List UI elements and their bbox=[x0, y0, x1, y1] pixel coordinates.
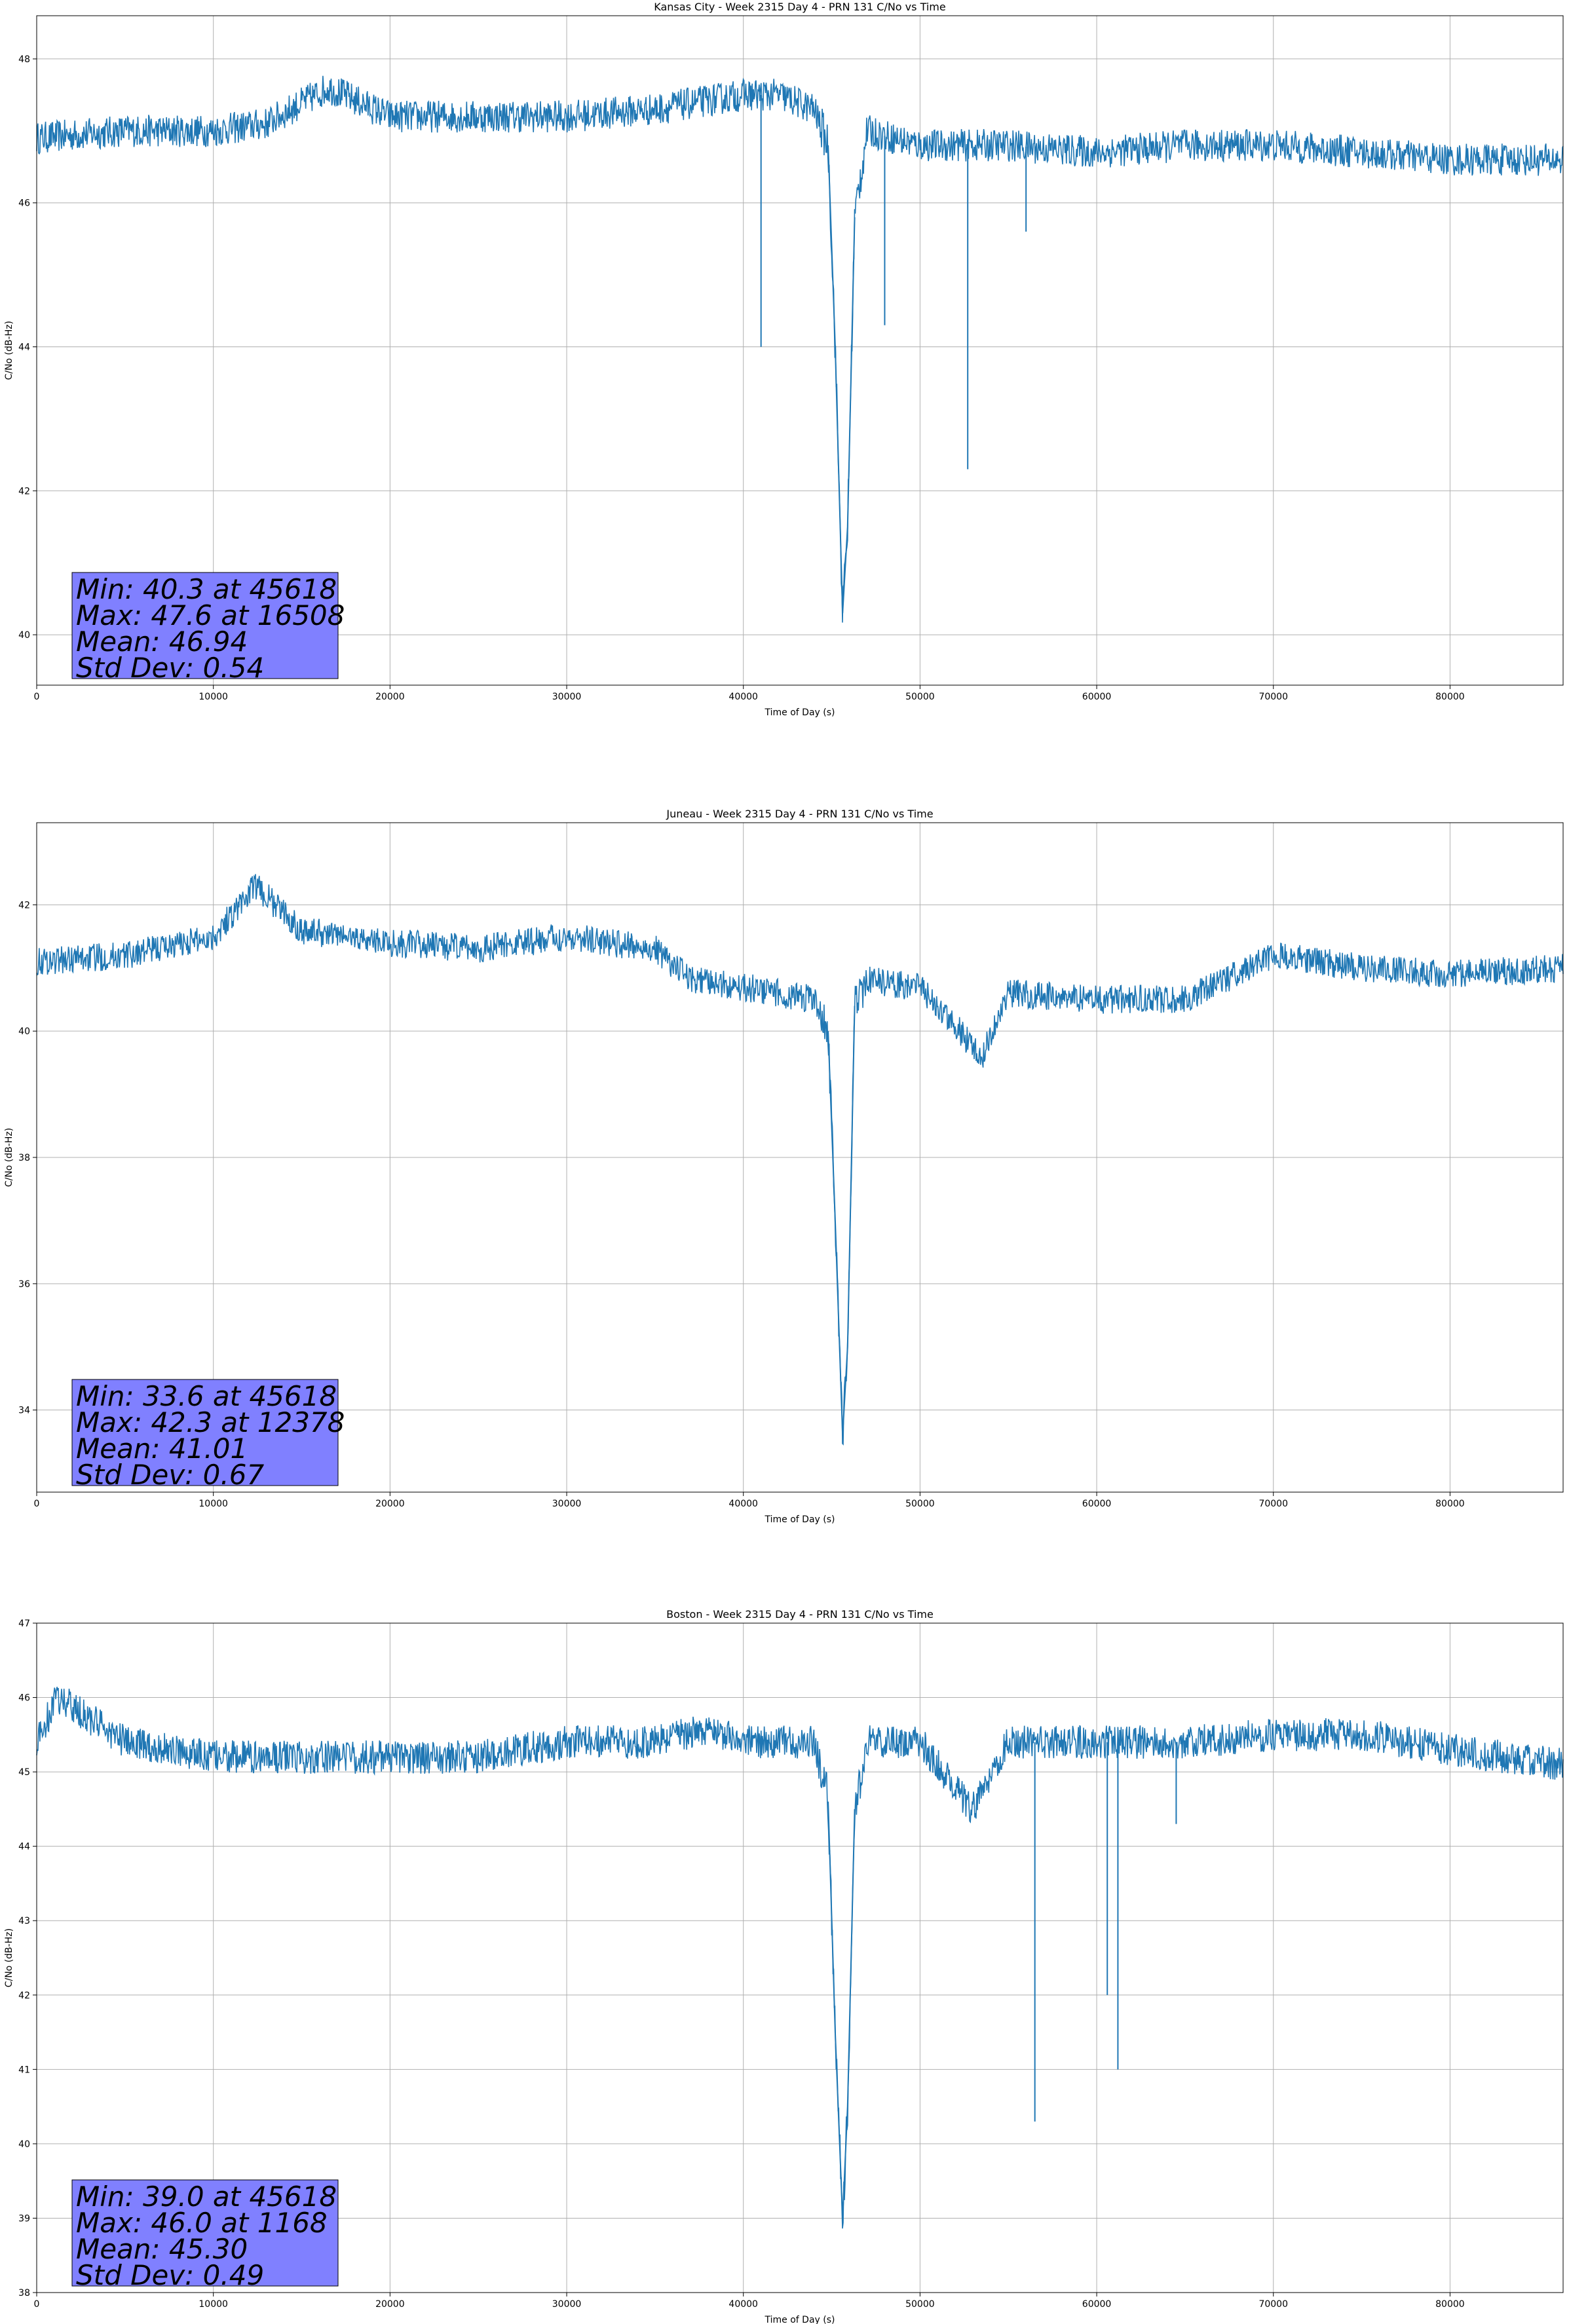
x-tick-label: 0 bbox=[34, 2299, 40, 2310]
data-line bbox=[36, 874, 1564, 1446]
y-tick-label: 36 bbox=[18, 1279, 30, 1290]
x-tick-label: 40000 bbox=[728, 692, 758, 702]
x-tick-label: 50000 bbox=[905, 1499, 935, 1509]
chart-title: Juneau - Week 2315 Day 4 - PRN 131 C/No … bbox=[666, 808, 933, 820]
data-dip bbox=[827, 1801, 856, 2219]
data-line bbox=[36, 1687, 1564, 2229]
stats-line: Std Dev: 0.67 bbox=[76, 1459, 264, 1491]
x-tick-label: 70000 bbox=[1258, 1499, 1288, 1509]
y-tick-label: 44 bbox=[18, 343, 30, 353]
stats-line: Std Dev: 0.49 bbox=[76, 2259, 264, 2291]
x-tick-label: 60000 bbox=[1082, 2299, 1112, 2310]
x-tick-label: 30000 bbox=[552, 1499, 582, 1509]
y-tick-label: 39 bbox=[18, 2213, 30, 2224]
x-tick-label: 60000 bbox=[1082, 1499, 1112, 1509]
x-tick-label: 60000 bbox=[1082, 692, 1112, 702]
stats-line: Std Dev: 0.54 bbox=[76, 652, 264, 684]
y-tick-label: 34 bbox=[18, 1406, 30, 1416]
x-tick-label: 80000 bbox=[1435, 692, 1465, 702]
x-axis-label: Time of Day (s) bbox=[765, 707, 835, 718]
y-tick-label: 38 bbox=[18, 2288, 30, 2298]
stats-line: Mean: 41.01 bbox=[76, 1433, 248, 1465]
data-dip bbox=[827, 1005, 856, 1436]
y-tick-label: 47 bbox=[18, 1619, 30, 1629]
stats-line: Min: 40.3 at 45618 bbox=[76, 573, 337, 605]
x-tick-label: 30000 bbox=[552, 2299, 582, 2310]
y-axis-label: C/No (dB-Hz) bbox=[4, 1928, 14, 1987]
y-tick-label: 38 bbox=[18, 1153, 30, 1163]
y-tick-label: 42 bbox=[18, 1991, 30, 2001]
x-tick-label: 30000 bbox=[552, 692, 582, 702]
x-tick-label: 10000 bbox=[198, 1499, 228, 1509]
y-tick-label: 41 bbox=[18, 2065, 30, 2075]
x-tick-label: 10000 bbox=[198, 2299, 228, 2310]
stats-box bbox=[71, 1379, 339, 1486]
stats-line: Min: 39.0 at 45618 bbox=[76, 2181, 337, 2213]
axes-frame bbox=[36, 1622, 1564, 2293]
stats-line: Max: 47.6 at 16508 bbox=[76, 599, 345, 631]
chart-juneau: Juneau - Week 2315 Day 4 - PRN 131 C/No … bbox=[4, 808, 1564, 1525]
data-dip bbox=[827, 145, 856, 614]
y-tick-label: 46 bbox=[18, 1693, 30, 1704]
stats-line: Min: 33.6 at 45618 bbox=[76, 1380, 337, 1412]
y-tick-label: 45 bbox=[18, 1767, 30, 1778]
stats-line: Max: 42.3 at 12378 bbox=[76, 1406, 345, 1438]
y-tick-label: 40 bbox=[18, 630, 30, 641]
y-tick-label: 40 bbox=[18, 2139, 30, 2150]
stats-line: Max: 46.0 at 1168 bbox=[76, 2207, 328, 2239]
x-tick-label: 0 bbox=[34, 692, 40, 702]
chart-title: Kansas City - Week 2315 Day 4 - PRN 131 … bbox=[654, 1, 945, 13]
stats-line: Mean: 46.94 bbox=[76, 626, 248, 658]
axes-frame bbox=[36, 822, 1564, 1493]
x-tick-label: 50000 bbox=[905, 2299, 935, 2310]
chart-boston: Boston - Week 2315 Day 4 - PRN 131 C/No … bbox=[4, 1608, 1564, 2324]
x-tick-label: 50000 bbox=[905, 692, 935, 702]
stats-box bbox=[71, 572, 339, 679]
x-tick-label: 40000 bbox=[728, 2299, 758, 2310]
y-tick-label: 40 bbox=[18, 1026, 30, 1037]
x-tick-label: 10000 bbox=[198, 692, 228, 702]
x-tick-label: 70000 bbox=[1258, 692, 1288, 702]
axes-frame bbox=[36, 15, 1564, 686]
x-tick-label: 20000 bbox=[375, 692, 405, 702]
y-tick-label: 48 bbox=[18, 54, 30, 65]
stats-box bbox=[71, 2179, 339, 2287]
x-tick-label: 20000 bbox=[375, 1499, 405, 1509]
x-tick-label: 70000 bbox=[1258, 2299, 1288, 2310]
x-axis-label: Time of Day (s) bbox=[765, 2315, 835, 2324]
x-tick-label: 80000 bbox=[1435, 2299, 1465, 2310]
y-tick-label: 42 bbox=[18, 900, 30, 910]
stats-line: Mean: 45.30 bbox=[76, 2233, 248, 2265]
chart-kansas-city: Kansas City - Week 2315 Day 4 - PRN 131 … bbox=[4, 1, 1564, 718]
y-tick-label: 44 bbox=[18, 1842, 30, 1852]
x-tick-label: 0 bbox=[34, 1499, 40, 1509]
y-tick-label: 46 bbox=[18, 198, 30, 209]
x-tick-label: 20000 bbox=[375, 2299, 405, 2310]
y-tick-label: 43 bbox=[18, 1916, 30, 1926]
y-axis-label: C/No (dB-Hz) bbox=[4, 1128, 14, 1187]
y-axis-label: C/No (dB-Hz) bbox=[4, 321, 14, 380]
x-tick-label: 40000 bbox=[728, 1499, 758, 1509]
x-axis-label: Time of Day (s) bbox=[765, 1514, 835, 1525]
x-tick-label: 80000 bbox=[1435, 1499, 1465, 1509]
data-line bbox=[36, 75, 1564, 623]
chart-title: Boston - Week 2315 Day 4 - PRN 131 C/No … bbox=[666, 1608, 934, 1621]
y-tick-label: 42 bbox=[18, 486, 30, 497]
grid bbox=[36, 16, 1563, 685]
